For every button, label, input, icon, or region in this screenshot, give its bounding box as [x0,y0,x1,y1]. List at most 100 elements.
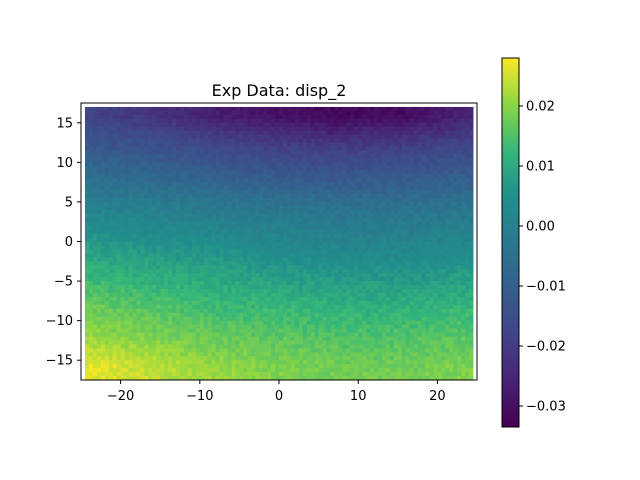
heatmap-cell [326,269,331,274]
heatmap-cell [180,150,185,155]
heatmap-cell [330,134,335,140]
heatmap-cell [180,205,185,211]
heatmap-cell [374,134,379,140]
heatmap-cell [176,154,181,159]
heatmap-cell [294,288,300,294]
heatmap-cell [326,253,331,258]
heatmap-cell [381,225,387,231]
heatmap-cell [108,166,114,171]
heatmap-cell [302,194,308,199]
heatmap-cell [441,249,446,254]
heatmap-cell [136,217,141,223]
heatmap-cell [247,178,252,183]
heatmap-cell [350,300,355,306]
heatmap-cell [457,241,462,246]
heatmap-cell [92,249,98,254]
heatmap-cell [104,114,110,120]
heatmap-cell [405,174,411,179]
heatmap-cell [271,182,276,187]
heatmap-cell [417,300,422,306]
heatmap-cell [211,142,217,147]
heatmap-cell [231,225,236,231]
heatmap-cell [243,288,248,294]
heatmap-cell [417,146,422,151]
heatmap-cell [429,221,434,227]
heatmap-cell [322,138,327,143]
heatmap-cell [199,237,205,242]
heatmap-cell [310,150,316,155]
heatmap-cell [282,285,288,290]
heatmap-cell [164,182,169,187]
heatmap-cell [298,288,304,294]
heatmap-cell [306,288,312,294]
heatmap-cell [461,277,466,282]
heatmap-cell [318,249,323,254]
heatmap-cell [231,292,236,298]
heatmap-cell [362,292,367,298]
heatmap-cell [235,126,240,132]
heatmap-cell [271,106,276,112]
heatmap-cell [164,126,169,132]
heatmap-cell [168,249,173,254]
heatmap-cell [314,130,319,136]
heatmap-cell [294,217,300,223]
heatmap-cell [176,237,181,242]
heatmap-cell [282,194,288,199]
heatmap-cell [433,138,438,143]
heatmap-cell [104,304,110,310]
heatmap-cell [441,253,446,258]
heatmap-cell [172,261,177,266]
heatmap-cell [164,257,169,262]
heatmap-cell [334,158,339,163]
heatmap-cell [255,118,260,124]
heatmap-cell [211,225,217,231]
heatmap-cell [195,237,201,242]
heatmap-cell [362,253,367,258]
heatmap-cell [279,221,284,227]
heatmap-cell [84,288,90,294]
heatmap-cell [429,166,434,171]
heatmap-cell [405,288,411,294]
heatmap-cell [211,281,217,286]
heatmap-cell [401,253,407,258]
heatmap-cell [401,122,407,128]
heatmap-cell [378,261,383,266]
heatmap-cell [231,114,236,120]
heatmap-cell [116,114,121,120]
heatmap-cell [112,174,118,179]
heatmap-cell [346,150,351,155]
heatmap-cell [231,300,236,306]
heatmap-cell [172,288,177,294]
heatmap-cell [104,134,110,140]
heatmap-cell [203,158,209,163]
heatmap-cell [342,229,347,234]
heatmap-cell [342,209,347,215]
heatmap-cell [338,158,343,163]
heatmap-cell [271,300,276,306]
heatmap-cell [366,233,371,238]
heatmap-cell [112,249,118,254]
heatmap-cell [429,296,434,302]
heatmap-cell [116,300,121,306]
heatmap-cell [350,288,355,294]
heatmap-cell [251,225,256,231]
heatmap-cell [437,190,442,195]
heatmap-cell [354,138,359,143]
heatmap-cell [469,205,474,211]
heatmap-cell [306,190,312,195]
heatmap-cell [152,241,157,246]
heatmap [84,106,474,380]
heatmap-cell [259,273,264,278]
heatmap-cell [294,269,300,274]
heatmap-cell [116,261,121,266]
heatmap-cell [453,134,458,140]
heatmap-cell [267,281,272,286]
heatmap-cell [140,257,145,262]
heatmap-cell [191,257,197,262]
heatmap-cell [100,162,106,167]
heatmap-cell [152,281,157,286]
heatmap-cell [259,265,264,270]
heatmap-cell [393,201,399,207]
heatmap-cell [132,130,137,136]
heatmap-cell [433,170,438,175]
